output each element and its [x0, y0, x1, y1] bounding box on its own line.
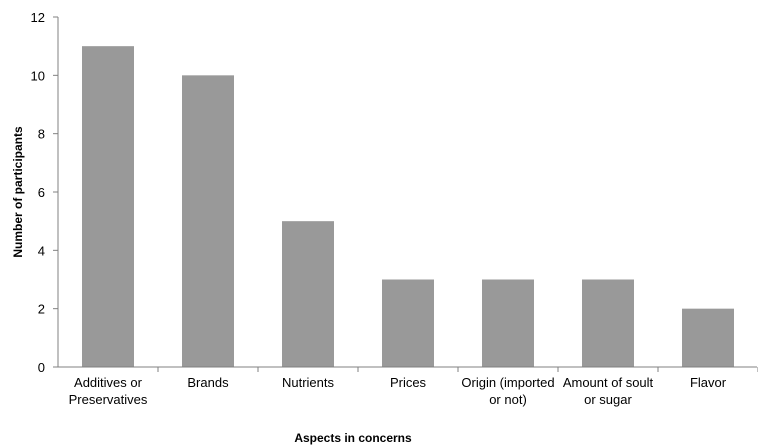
y-tick-label-4: 8 — [38, 127, 45, 142]
x-ticks-group: Additives or Preservatives Brands Nutrients… — [69, 367, 758, 407]
x-tick-label-2: Nutrients — [282, 375, 335, 390]
y-tick-label-1: 2 — [38, 302, 45, 317]
bar-1 — [182, 75, 234, 367]
x-tick-label-6: Flavor — [690, 375, 727, 390]
x-tick-label-5: Amount of soult or sugar — [563, 375, 654, 407]
y-tick-label-6: 12 — [31, 10, 45, 25]
bar-6 — [682, 308, 734, 367]
y-ticks-group: 0 2 4 6 8 10 12 — [31, 10, 58, 375]
bar-0 — [82, 46, 134, 368]
bars-group — [82, 46, 734, 368]
bar-3 — [382, 279, 434, 367]
x-axis-title: Aspects in concerns — [294, 431, 412, 445]
y-tick-label-5: 10 — [31, 68, 45, 83]
y-axis-title: Number of participants — [11, 126, 25, 258]
bar-4 — [482, 279, 534, 367]
bar-2 — [282, 221, 334, 367]
y-tick-label-2: 4 — [38, 243, 45, 258]
x-tick-label-1: Brands — [187, 375, 229, 390]
y-tick-label-0: 0 — [38, 360, 45, 375]
y-tick-label-3: 6 — [38, 185, 45, 200]
x-tick-label-0: Additives or Preservatives — [69, 375, 148, 407]
x-tick-label-4: Origin (imported or not) — [461, 375, 554, 407]
x-tick-label-3: Prices — [390, 375, 427, 390]
bar-5 — [582, 279, 634, 367]
